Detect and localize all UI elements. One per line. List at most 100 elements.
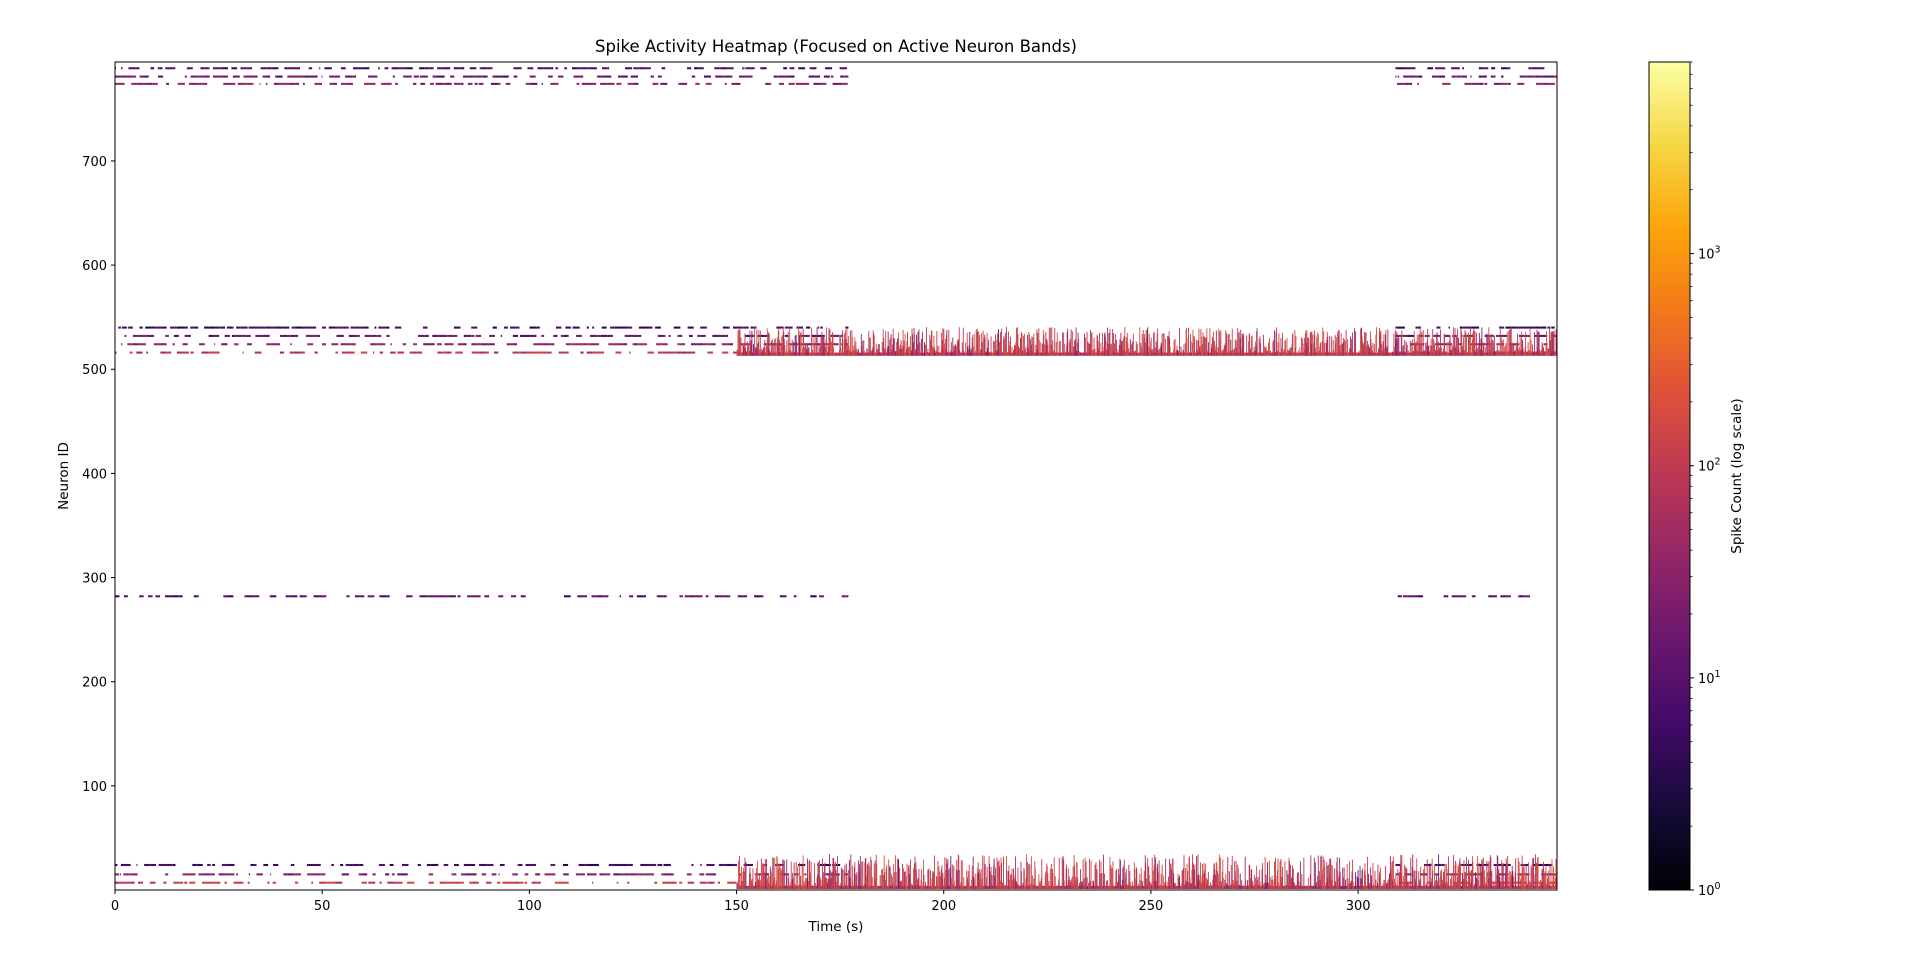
heatmap-cell bbox=[830, 870, 831, 889]
heatmap-cell bbox=[1338, 874, 1340, 889]
heatmap-cell bbox=[971, 337, 973, 356]
heatmap-cell bbox=[1358, 350, 1360, 356]
x-tick-label: 50 bbox=[314, 899, 331, 914]
heatmap-cell bbox=[901, 349, 903, 356]
heatmap-cell bbox=[304, 75, 308, 78]
heatmap-cell bbox=[159, 67, 163, 70]
heatmap-cell bbox=[1498, 350, 1500, 356]
heatmap-cell bbox=[236, 873, 238, 876]
heatmap-cell bbox=[1354, 343, 1356, 356]
heatmap-cell bbox=[1512, 871, 1514, 889]
heatmap-cell bbox=[1155, 857, 1157, 889]
heatmap-cell bbox=[1177, 350, 1179, 356]
heatmap-cell bbox=[183, 873, 189, 876]
heatmap-cell bbox=[128, 67, 136, 70]
heatmap-cell bbox=[319, 881, 327, 884]
heatmap-cell bbox=[1216, 870, 1218, 889]
heatmap-cell bbox=[1401, 346, 1403, 356]
heatmap-cell bbox=[1006, 870, 1008, 889]
heatmap-cell bbox=[1429, 863, 1431, 889]
heatmap-cell bbox=[1028, 334, 1030, 356]
heatmap-cell bbox=[1109, 346, 1111, 356]
heatmap-cell bbox=[1160, 873, 1162, 889]
heatmap-cell bbox=[707, 881, 709, 884]
heatmap-cell bbox=[912, 342, 914, 356]
heatmap-cell bbox=[1434, 864, 1436, 889]
heatmap-cell bbox=[1086, 331, 1088, 356]
heatmap-cell bbox=[1067, 328, 1069, 356]
heatmap-cell bbox=[1555, 877, 1556, 889]
heatmap-cell bbox=[707, 351, 714, 354]
heatmap-cell bbox=[1339, 857, 1341, 889]
heatmap-cell bbox=[382, 326, 387, 329]
heatmap-cell bbox=[220, 75, 228, 78]
heatmap-cell bbox=[427, 334, 429, 337]
heatmap-cell bbox=[977, 331, 979, 356]
heatmap-cell bbox=[728, 343, 733, 346]
heatmap-cell bbox=[881, 872, 883, 889]
heatmap-cell bbox=[1024, 349, 1026, 356]
heatmap-cell bbox=[889, 865, 891, 889]
heatmap-cell bbox=[601, 67, 608, 70]
heatmap-cell bbox=[459, 351, 463, 354]
heatmap-cell bbox=[1136, 344, 1138, 356]
heatmap-cell bbox=[1042, 348, 1044, 356]
heatmap-cell bbox=[1339, 350, 1341, 356]
heatmap-cell bbox=[1490, 333, 1492, 356]
heatmap-cell bbox=[1045, 871, 1047, 889]
heatmap-cell bbox=[1529, 353, 1531, 356]
heatmap-cell bbox=[1278, 333, 1280, 356]
heatmap-cell bbox=[1213, 340, 1215, 356]
heatmap-cell bbox=[517, 863, 519, 867]
heatmap-cell bbox=[970, 350, 972, 356]
heatmap-cell bbox=[1218, 353, 1220, 356]
heatmap-cell bbox=[730, 75, 733, 78]
heatmap-cell bbox=[1305, 342, 1307, 356]
heatmap-cell bbox=[1258, 338, 1260, 356]
heatmap-cell bbox=[844, 864, 846, 889]
heatmap-cell bbox=[1271, 879, 1272, 889]
heatmap-cell bbox=[908, 347, 909, 356]
heatmap-cell bbox=[1492, 340, 1494, 356]
heatmap-cell bbox=[857, 860, 859, 889]
heatmap-cell bbox=[1158, 349, 1160, 356]
heatmap-cell bbox=[358, 67, 363, 70]
heatmap-cell bbox=[250, 863, 255, 867]
heatmap-cell bbox=[459, 82, 462, 85]
heatmap-cell bbox=[1512, 342, 1514, 356]
heatmap-cell bbox=[1551, 881, 1557, 884]
heatmap-cell bbox=[1083, 878, 1085, 889]
heatmap-cell bbox=[861, 346, 863, 356]
heatmap-cell bbox=[932, 876, 934, 889]
heatmap-cell bbox=[1372, 350, 1373, 356]
heatmap-cell bbox=[1418, 871, 1420, 889]
heatmap-cell bbox=[571, 67, 574, 70]
heatmap-cell bbox=[1183, 855, 1185, 889]
heatmap-cell bbox=[870, 351, 872, 356]
heatmap-cell bbox=[189, 881, 196, 884]
heatmap-cell bbox=[1394, 330, 1396, 356]
heatmap-cell bbox=[909, 885, 911, 889]
heatmap-cell bbox=[115, 873, 118, 876]
heatmap-cell bbox=[1232, 880, 1234, 889]
heatmap-cell bbox=[767, 873, 769, 889]
heatmap-cell bbox=[1153, 331, 1155, 356]
heatmap-cell bbox=[419, 595, 427, 598]
heatmap-cell bbox=[1012, 879, 1014, 889]
heatmap-cell bbox=[1490, 884, 1492, 889]
heatmap-cell bbox=[1229, 886, 1231, 889]
heatmap-cell bbox=[861, 861, 863, 889]
heatmap-cell bbox=[855, 341, 857, 356]
heatmap-cell bbox=[798, 331, 800, 356]
heatmap-cell bbox=[340, 343, 347, 346]
heatmap-cell bbox=[1518, 595, 1520, 598]
heatmap-cell bbox=[1040, 886, 1042, 889]
heatmap-cell bbox=[1006, 855, 1007, 889]
heatmap-cell bbox=[1424, 864, 1426, 889]
heatmap-cell bbox=[745, 75, 748, 78]
heatmap-cell bbox=[1063, 859, 1065, 889]
heatmap-cell bbox=[133, 82, 137, 85]
heatmap-cell bbox=[703, 343, 706, 346]
heatmap-cell bbox=[1481, 343, 1488, 346]
heatmap-cell bbox=[899, 867, 901, 889]
